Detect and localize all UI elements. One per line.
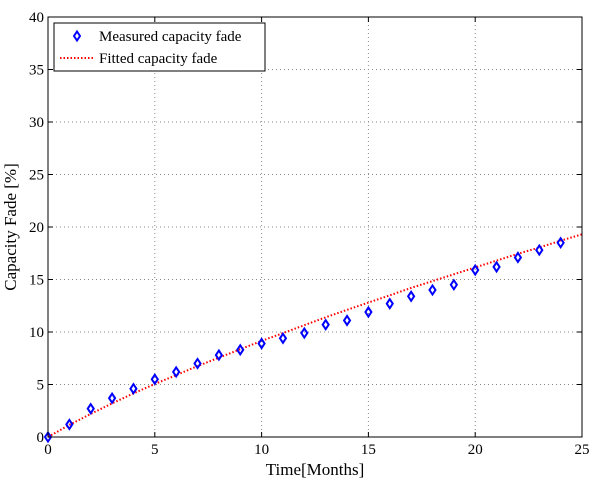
data-point	[193, 357, 202, 370]
data-point	[470, 263, 480, 277]
data-point	[171, 365, 181, 379]
data-point	[86, 402, 95, 415]
y-tick-label: 30	[29, 115, 44, 131]
y-axis-label: Capacity Fade [%]	[1, 163, 20, 290]
x-tick-label: 25	[575, 442, 590, 458]
y-tick-label: 25	[29, 168, 44, 184]
fitted-series	[47, 233, 583, 438]
axis-ticks: 0 5 10 15 20 25 0 5 10 15 20 25 30 35 40	[29, 10, 590, 458]
y-tick-label: 40	[29, 10, 44, 26]
y-tick-label: 15	[29, 273, 44, 289]
y-tick-label: 20	[29, 220, 44, 236]
data-point	[43, 430, 53, 444]
measured-series	[43, 236, 565, 444]
data-point	[300, 326, 309, 340]
y-tick-label: 0	[37, 430, 45, 446]
data-point	[364, 305, 373, 319]
data-point	[428, 283, 437, 297]
fitted-line	[47, 233, 583, 438]
data-point	[492, 260, 501, 274]
x-tick-label: 20	[468, 442, 483, 458]
legend-marker-measured	[72, 29, 82, 43]
x-tick-label: 10	[254, 442, 269, 458]
data-point	[107, 391, 117, 405]
x-tick-label: 15	[361, 442, 376, 458]
data-point	[406, 289, 416, 303]
data-point	[385, 297, 394, 310]
data-point	[321, 318, 330, 331]
data-point	[257, 337, 266, 350]
data-point	[150, 372, 160, 386]
data-point	[556, 236, 565, 250]
y-tick-label: 35	[29, 63, 44, 79]
data-point	[535, 243, 544, 257]
data-point	[65, 418, 74, 431]
grid	[48, 17, 582, 437]
x-axis-label: Time[Months]	[266, 460, 365, 479]
y-tick-label: 10	[29, 325, 44, 341]
legend-label-measured: Measured capacity fade	[99, 29, 242, 45]
x-tick-label: 0	[44, 442, 52, 458]
legend: Measured capacity fade Fitted capacity f…	[53, 22, 266, 72]
legend-box	[53, 22, 266, 72]
data-point	[129, 382, 138, 396]
data-point	[342, 314, 352, 327]
data-point	[513, 251, 523, 264]
x-tick-label: 5	[151, 442, 159, 458]
data-point	[278, 331, 288, 345]
legend-label-fitted: Fitted capacity fade	[99, 51, 218, 67]
y-tick-label: 5	[37, 378, 45, 394]
data-point	[214, 348, 224, 362]
data-point	[236, 343, 245, 357]
data-point	[449, 278, 459, 292]
